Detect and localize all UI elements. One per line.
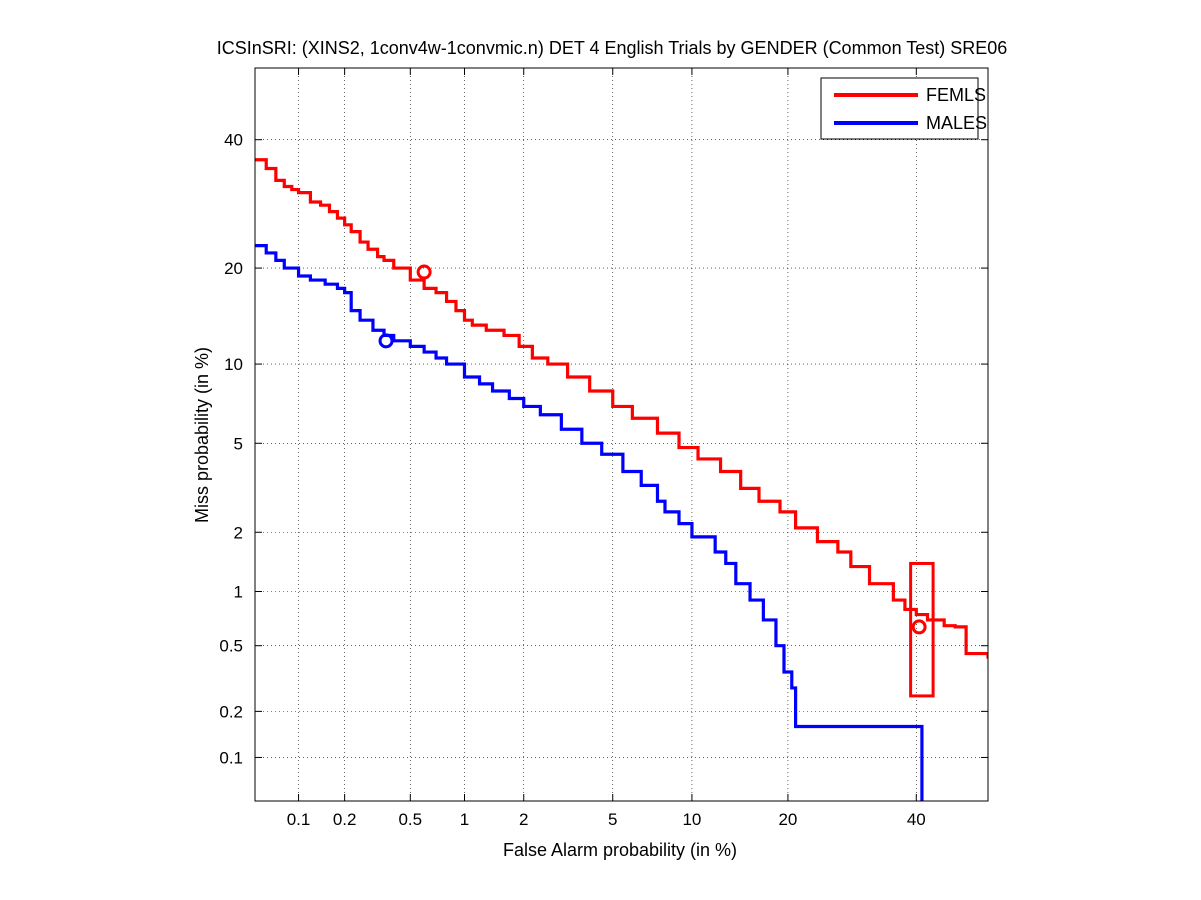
- y-axis-label: Miss probability (in %): [192, 347, 212, 523]
- y-tick-label: 20: [224, 259, 243, 278]
- x-tick-label: 1: [460, 810, 469, 829]
- x-tick-label: 2: [519, 810, 528, 829]
- marker-femls: [911, 619, 927, 635]
- x-tick-label: 0.5: [398, 810, 422, 829]
- legend-label-femls: FEMLS: [926, 85, 986, 105]
- marker-males: [378, 333, 394, 349]
- x-axis-label: False Alarm probability (in %): [503, 840, 737, 860]
- y-tick-label: 0.1: [219, 748, 243, 767]
- axes-border: [254, 67, 989, 802]
- x-tick-label: 0.1: [287, 810, 311, 829]
- x-tick-label: 5: [608, 810, 617, 829]
- curve-males: [255, 244, 924, 801]
- curves: [255, 158, 988, 801]
- x-ticks: 0.1 0.2 0.5 1 2 5 10 20 40: [287, 68, 926, 829]
- y-tick-label: 1: [234, 583, 243, 602]
- y-ticks: 0.1 0.2 0.5 1 2 5 10 20 40: [219, 131, 988, 767]
- x-tick-label: 40: [907, 810, 926, 829]
- y-tick-label: 0.2: [219, 702, 243, 721]
- x-tick-label: 10: [682, 810, 701, 829]
- legend-box: [820, 77, 979, 140]
- legend-label-males: MALES: [926, 113, 987, 133]
- axes-frame: [255, 68, 988, 801]
- y-tick-label: 10: [224, 355, 243, 374]
- y-tick-label: 40: [224, 131, 243, 150]
- legend: FEMLS MALES: [820, 77, 987, 140]
- y-tick-label: 2: [234, 523, 243, 542]
- curve-femls: [255, 158, 988, 659]
- x-tick-label: 20: [778, 810, 797, 829]
- y-tick-label: 0.5: [219, 637, 243, 656]
- x-tick-label: 0.2: [333, 810, 357, 829]
- chart-title: ICSInSRI: (XINS2, 1conv4w-1convmic.n) DE…: [217, 38, 1008, 58]
- y-tick-label: 5: [234, 434, 243, 453]
- plot-area: 0.1 0.2 0.5 1 2 5 10 20 40 0.1 0.2 0.5 1 2 5 10 20 40: [219, 67, 989, 829]
- marker-femls: [416, 264, 432, 280]
- confidence-box: [909, 561, 935, 698]
